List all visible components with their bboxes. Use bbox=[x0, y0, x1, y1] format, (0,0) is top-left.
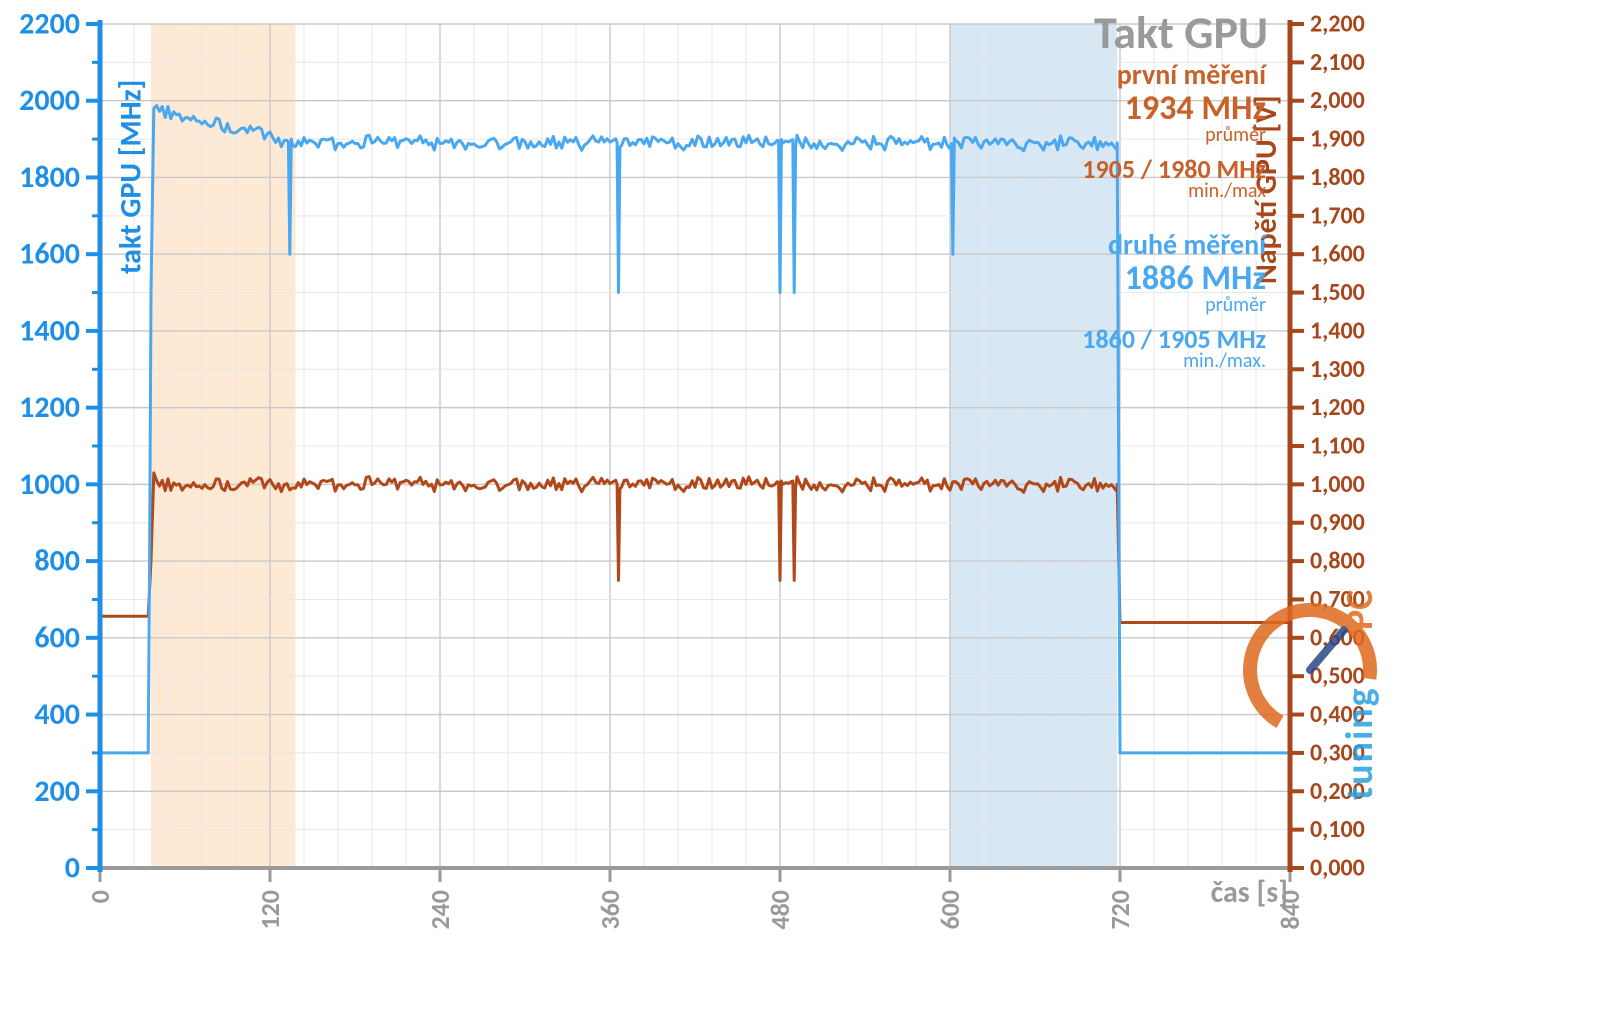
y-right-tick-label: 2,000 bbox=[1310, 86, 1365, 115]
annotation-measurement-2-title: druhé měření bbox=[1082, 230, 1266, 259]
chart-title: Takt GPU bbox=[1094, 5, 1268, 61]
y-left-tick-label: 200 bbox=[34, 773, 80, 810]
watermark-text: tuning bbox=[1337, 686, 1383, 800]
y-right-tick-label: 1,300 bbox=[1310, 355, 1365, 384]
y-right-tick-label: 0,000 bbox=[1310, 854, 1365, 883]
y-left-tick-label: 1600 bbox=[19, 236, 80, 273]
chart-root: 0120240360480600720840čas [s]02004006008… bbox=[0, 0, 1600, 1009]
annotation-measurement-1: první měření1934 MHzprůměr1905 / 1980 MH… bbox=[1082, 60, 1266, 202]
x-tick-label: 240 bbox=[424, 890, 456, 930]
y-right-tick-label: 1,200 bbox=[1310, 393, 1365, 422]
y-left-tick-label: 2200 bbox=[19, 6, 80, 43]
y-right-tick-label: 2,100 bbox=[1310, 48, 1365, 77]
annotation-measurement-2-avg: 1886 MHz bbox=[1082, 261, 1266, 297]
x-tick-label: 0 bbox=[84, 890, 116, 903]
y-right-tick-label: 0,800 bbox=[1310, 547, 1365, 576]
y-left-tick-label: 1000 bbox=[19, 466, 80, 503]
y-left-tick-label: 1400 bbox=[19, 312, 80, 349]
y-right-tick-label: 0,900 bbox=[1310, 508, 1365, 537]
annotation-measurement-2: druhé měření1886 MHzprůměr1860 / 1905 MH… bbox=[1082, 230, 1266, 372]
y-right-tick-label: 2,200 bbox=[1310, 10, 1365, 39]
y-right-tick-label: 1,000 bbox=[1310, 470, 1365, 499]
y-right-tick-label: 0,100 bbox=[1310, 815, 1365, 844]
y-right-tick-label: 1,500 bbox=[1310, 278, 1365, 307]
y-left-tick-label: 1800 bbox=[19, 159, 80, 196]
y-left-axis-label: takt GPU [MHz] bbox=[112, 80, 149, 274]
x-tick-label: 120 bbox=[254, 890, 286, 930]
annotation-measurement-1-title: první měření bbox=[1082, 60, 1266, 89]
y-left-tick-label: 0 bbox=[65, 850, 80, 887]
y-left-tick-label: 800 bbox=[34, 543, 80, 580]
y-right-tick-label: 1,400 bbox=[1310, 316, 1365, 345]
watermark-text-top: PC bbox=[1337, 590, 1383, 630]
x-tick-label: 360 bbox=[594, 890, 626, 930]
y-left-tick-label: 1200 bbox=[19, 389, 80, 426]
x-tick-label: 480 bbox=[764, 890, 796, 930]
y-right-tick-label: 1,900 bbox=[1310, 125, 1365, 154]
y-right-tick-label: 1,800 bbox=[1310, 163, 1365, 192]
x-tick-label: 600 bbox=[934, 890, 966, 930]
chart-svg: 0120240360480600720840čas [s]02004006008… bbox=[0, 0, 1600, 1009]
y-left-tick-label: 600 bbox=[34, 619, 80, 656]
annotation-measurement-1-avg: 1934 MHz bbox=[1082, 91, 1266, 127]
y-right-tick-label: 1,600 bbox=[1310, 240, 1365, 269]
y-left-tick-label: 2000 bbox=[19, 82, 80, 119]
x-axis-label: čas [s] bbox=[1211, 874, 1288, 911]
y-right-tick-label: 1,100 bbox=[1310, 432, 1365, 461]
x-tick-label: 720 bbox=[1104, 890, 1136, 930]
y-right-tick-label: 1,700 bbox=[1310, 201, 1365, 230]
y-left-tick-label: 400 bbox=[34, 696, 80, 733]
